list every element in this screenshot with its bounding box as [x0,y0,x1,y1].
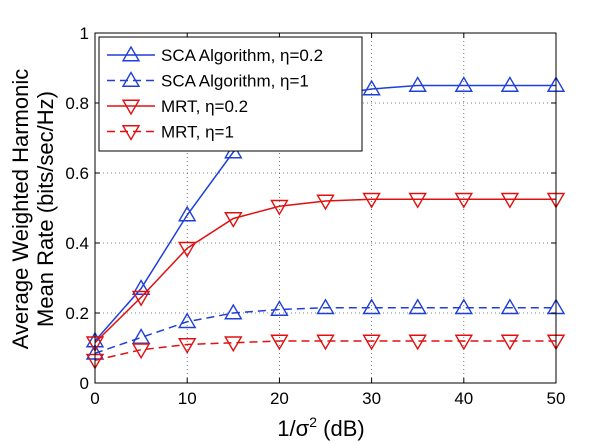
data-point [131,279,151,295]
y-tick-label: 1 [80,24,89,43]
data-point [131,290,151,307]
legend-label: SCA Algorithm, η=0.2 [161,46,323,65]
y-tick-label: 0 [80,374,89,393]
data-point [408,298,427,315]
series-1 [85,298,566,360]
data-point [177,205,197,222]
legend-entry: SCA Algorithm, η=0.2 [107,45,323,65]
data-point [500,334,520,351]
data-point [362,192,381,209]
data-point [270,199,289,216]
data-point [131,328,151,344]
data-point [500,76,520,92]
data-point [224,212,243,228]
x-tick-label: 40 [454,389,473,408]
data-point [500,192,520,209]
data-point [454,76,474,92]
legend-marker [121,45,141,62]
data-point [454,298,474,315]
legend-box [98,36,363,152]
y-axis-label-line2: Mean Rate (bits/sec/Hz) [33,91,58,327]
plot-frame [94,32,557,384]
series-line [94,307,556,354]
y-tick-label: 0.6 [65,164,89,183]
legend-label: SCA Algorithm, η=1 [161,72,309,91]
legend-marker [121,99,141,116]
x-tick-label: 0 [90,389,99,408]
legend-entry: SCA Algorithm, η=1 [107,71,309,91]
legend: SCA Algorithm, η=0.2 SCA Algorithm, η=1 MR… [98,36,363,152]
data-point [316,298,335,315]
series-line [94,198,556,344]
x-tick-label: 10 [178,389,197,408]
series-line [94,340,556,361]
data-point [316,194,335,211]
legend-marker [121,71,141,87]
data-point [177,241,197,258]
data-point [408,334,427,351]
x-tick-labels: 0 10 20 30 40 50 [90,389,565,408]
data-point [500,298,520,315]
data-point [362,298,381,315]
data-point [270,300,289,316]
data-point [131,343,151,360]
legend-marker [121,125,141,141]
legend-entry: MRT, η=0.2 [107,97,248,116]
data-point [362,79,381,96]
y-tick-label: 0.8 [65,94,89,113]
x-tick-label: 30 [362,389,381,408]
data-point [454,334,474,351]
data-point [454,192,474,209]
series-3 [85,334,566,370]
data-point [270,334,289,351]
x-tick-label: 50 [547,389,566,408]
y-tick-label: 0.2 [65,304,89,323]
y-axis-label: Average Weighted Harmonic Mean Rate (bit… [8,69,58,349]
y-tick-labels: 0 0.2 0.4 0.6 0.8 1 [65,24,89,393]
legend-label: MRT, η=1 [161,123,234,142]
x-axis-label: 1/σ2 (dB) [277,414,364,441]
data-point [224,336,243,353]
data-point [177,312,197,329]
data-point [224,303,243,320]
data-point [177,338,197,354]
legend-entry: MRT, η=1 [107,123,234,142]
data-point [408,192,427,209]
data-point [316,334,335,351]
legend-label: MRT, η=0.2 [161,97,248,116]
data-point [408,76,427,92]
data-point [362,334,381,351]
y-axis-label-line1: Average Weighted Harmonic [8,69,33,349]
y-tick-label: 0.4 [65,234,89,253]
x-tick-label: 20 [270,389,289,408]
